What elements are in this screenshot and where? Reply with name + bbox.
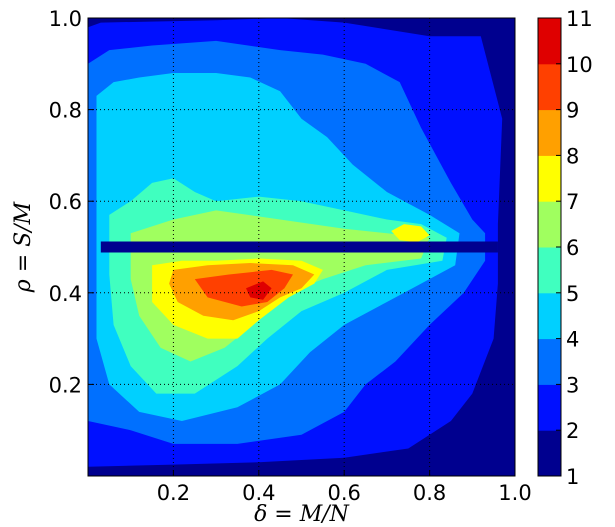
contour-regions <box>88 18 503 467</box>
colorbar-tick-label: 5 <box>566 282 579 306</box>
colorbar-tick-label: 11 <box>566 7 593 31</box>
x-axis-label: δ = M/N <box>254 502 350 527</box>
colorbar-tick-label: 9 <box>566 99 579 123</box>
y-tick-label: 0.4 <box>49 282 82 306</box>
colorbar-segment-10 <box>538 18 561 65</box>
y-tick-label: 0.2 <box>49 373 82 397</box>
colorbar-tick-label: 3 <box>566 373 579 397</box>
y-axis: 0.2 0.4 0.6 0.8 1.0 <box>49 7 94 397</box>
gridlines <box>88 18 515 476</box>
x-tick-label: 0.8 <box>413 481 446 505</box>
colorbar-tick-label: 7 <box>566 190 579 214</box>
colorbar-segment-6 <box>538 201 561 248</box>
colorbar-segment-8 <box>538 109 561 156</box>
colorbar-tick-label: 8 <box>566 144 579 168</box>
colorbar-segment-4 <box>538 292 561 340</box>
y-tick-label: 1.0 <box>49 7 82 31</box>
x-tick-label: 0.4 <box>242 481 275 505</box>
colorbar-tick-label: 1 <box>566 465 579 489</box>
colorbar-tick-label: 10 <box>566 53 593 77</box>
plot-frame <box>87 17 516 477</box>
plot-area <box>87 17 516 477</box>
colorbar-segment-5 <box>538 247 561 294</box>
x-tick-label: 0.2 <box>157 481 190 505</box>
y-axis-label: ρ = S/M <box>11 201 36 293</box>
gap-band <box>100 241 498 253</box>
y-tick-label: 0.6 <box>49 190 82 214</box>
x-axis: 0.2 0.4 0.6 0.8 1.0 <box>157 470 532 505</box>
colorbar-segment-7 <box>538 155 561 202</box>
colorbar: 1 2 3 4 5 6 7 8 9 10 11 <box>537 7 593 489</box>
y-tick-label: 0.8 <box>49 99 82 123</box>
colorbar-segment-2 <box>538 384 561 431</box>
colorbar-tick-label: 4 <box>566 328 579 352</box>
contour-region-level-9-8 <box>194 269 293 307</box>
colorbar-segment-3 <box>538 338 561 385</box>
colorbar-segment-1 <box>538 430 561 477</box>
x-tick-label: 1.0 <box>498 481 531 505</box>
x-tick-label: 0.6 <box>327 481 360 505</box>
contour-region-level-7-6 <box>391 224 430 243</box>
colorbar-tick-label: 2 <box>566 419 579 443</box>
colorbar-segment-9 <box>538 63 561 111</box>
colorbar-tick-label: 6 <box>566 236 579 260</box>
